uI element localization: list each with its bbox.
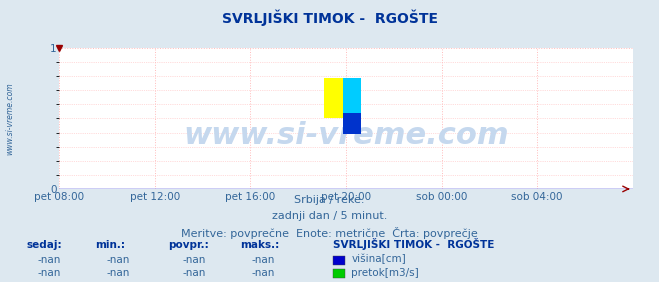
Text: -nan: -nan bbox=[38, 255, 61, 265]
Text: min.:: min.: bbox=[96, 240, 126, 250]
Text: -nan: -nan bbox=[183, 268, 206, 278]
Text: maks.:: maks.: bbox=[241, 240, 280, 250]
Bar bbox=[343, 113, 361, 134]
Text: pretok[m3/s]: pretok[m3/s] bbox=[351, 268, 419, 278]
Text: zadnji dan / 5 minut.: zadnji dan / 5 minut. bbox=[272, 211, 387, 221]
Text: www.si-vreme.com: www.si-vreme.com bbox=[183, 121, 509, 150]
Text: višina[cm]: višina[cm] bbox=[351, 254, 406, 265]
Text: www.si-vreme.com: www.si-vreme.com bbox=[5, 82, 14, 155]
Bar bbox=[343, 78, 361, 118]
Text: -nan: -nan bbox=[183, 255, 206, 265]
Text: Srbija / reke.: Srbija / reke. bbox=[295, 195, 364, 204]
Text: Meritve: povprečne  Enote: metrične  Črta: povprečje: Meritve: povprečne Enote: metrične Črta:… bbox=[181, 227, 478, 239]
Text: -nan: -nan bbox=[38, 268, 61, 278]
Text: -nan: -nan bbox=[252, 255, 275, 265]
Text: povpr.:: povpr.: bbox=[168, 240, 209, 250]
Text: -nan: -nan bbox=[107, 255, 130, 265]
Text: SVRLJIŠKI TIMOK -  RGOŠTE: SVRLJIŠKI TIMOK - RGOŠTE bbox=[221, 10, 438, 27]
Text: -nan: -nan bbox=[252, 268, 275, 278]
Bar bbox=[324, 78, 345, 118]
Text: sedaj:: sedaj: bbox=[26, 240, 62, 250]
Text: SVRLJIŠKI TIMOK -  RGOŠTE: SVRLJIŠKI TIMOK - RGOŠTE bbox=[333, 237, 494, 250]
Text: -nan: -nan bbox=[107, 268, 130, 278]
